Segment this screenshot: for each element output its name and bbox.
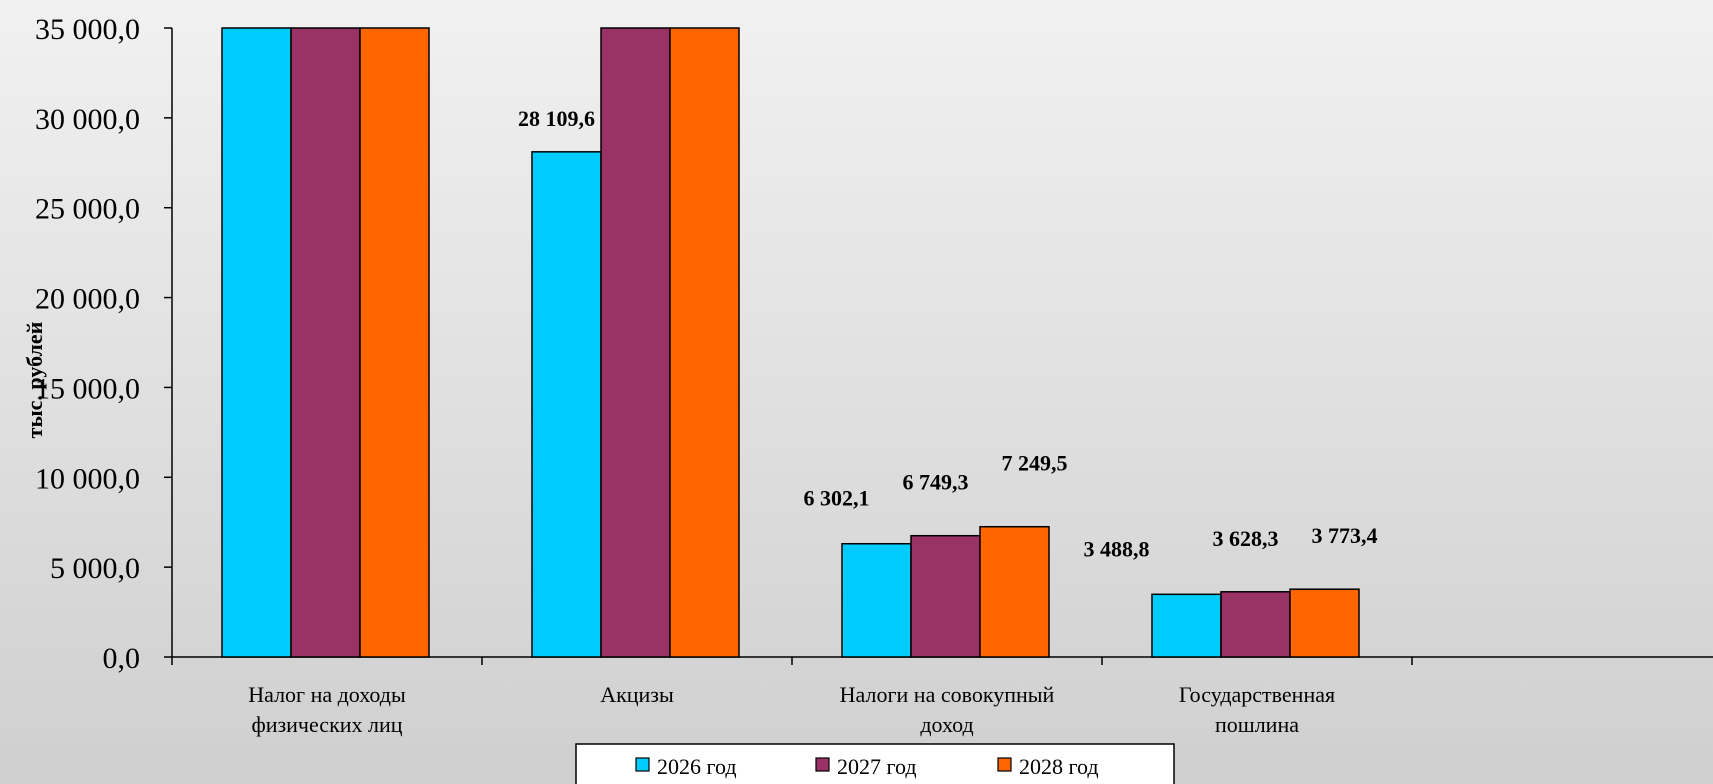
category-label: Налог на доходы (248, 682, 406, 707)
bar-2026-год-cat-1 (531, 151, 602, 658)
data-label: 3 773,4 (1312, 523, 1378, 548)
category-label: физических лиц (251, 712, 402, 737)
bar-2028-год-cat-0 (359, 27, 430, 658)
y-tick-label: 10 000,0 (35, 462, 140, 495)
legend: 2026 год 2027 год 2028 год (575, 743, 1175, 784)
y-tick-label: 25 000,0 (35, 193, 140, 226)
bar-2028-год-cat-3 (1289, 588, 1360, 658)
y-tick-label: 30 000,0 (35, 103, 140, 136)
legend-swatch (997, 757, 1012, 772)
data-label: 6 302,1 (804, 486, 870, 511)
bar-2026-год-cat-0 (221, 27, 292, 658)
bar-2027-год-cat-0 (290, 27, 361, 658)
legend-box (575, 743, 1175, 784)
legend-swatch (815, 757, 830, 772)
data-label: 7 249,5 (1002, 451, 1068, 476)
category-label: доход (920, 712, 973, 737)
y-tick-label: 35 000,0 (35, 13, 140, 46)
y-tick-label: 15 000,0 (35, 372, 140, 405)
plot-area: 0,0 5 000,0 10 000,0 15 000,0 20 000,0 25 000… (22, 13, 1713, 737)
bar-2028-год-cat-2 (979, 525, 1050, 658)
y-tick-label: 5 000,0 (50, 552, 140, 585)
legend-swatch (635, 757, 650, 772)
bar-2027-год-cat-3 (1220, 591, 1291, 658)
bar-2026-год-cat-3 (1151, 593, 1222, 658)
category-label: Государственная (1179, 682, 1335, 707)
y-tick-label: 20 000,0 (35, 283, 140, 316)
legend-label: 2027 год (837, 754, 917, 779)
bar-2026-год-cat-2 (841, 542, 912, 658)
bar-2027-год-cat-1 (600, 27, 671, 658)
category-label: Налоги на совокупный (840, 682, 1055, 707)
data-label: 28 109,6 (518, 106, 595, 131)
category-label: пошлина (1215, 712, 1299, 737)
legend-label: 2028 год (1019, 754, 1099, 779)
data-label: 6 749,3 (903, 470, 969, 495)
data-label: 3 628,3 (1213, 526, 1279, 551)
legend-label: 2026 год (657, 754, 737, 779)
data-label: 3 488,8 (1084, 536, 1150, 561)
bar-2028-год-cat-1 (669, 27, 740, 658)
y-tick-label: 0,0 (103, 642, 141, 675)
bar-2027-год-cat-2 (910, 534, 981, 658)
category-label: Акцизы (600, 682, 674, 707)
y-axis-label: тыс. рублей (22, 321, 47, 438)
